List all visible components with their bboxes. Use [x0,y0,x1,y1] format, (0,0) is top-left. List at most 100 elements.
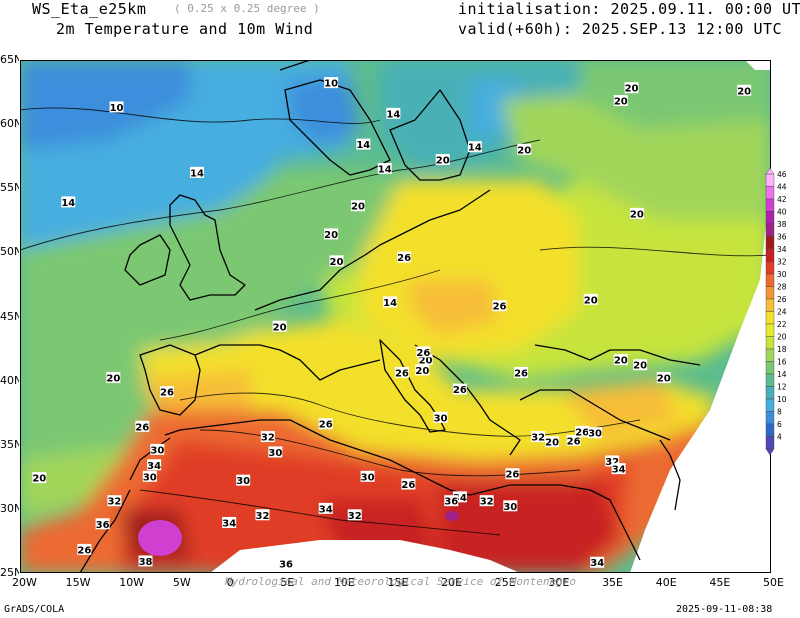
temperature-contour-label: 14 [467,141,482,154]
svg-text:32: 32 [107,497,121,508]
svg-text:32: 32 [605,457,619,468]
temperature-contour-label: 26 [77,543,92,556]
temperature-contour-label: 26 [159,386,174,399]
svg-text:20: 20 [657,374,671,385]
svg-text:34: 34 [590,558,604,569]
temperature-contour-label: 14 [383,296,398,309]
colorbar-level-label: 38 [777,220,787,229]
temperature-contour-label: 26 [575,425,590,438]
svg-text:14: 14 [383,298,397,309]
svg-text:20: 20 [419,356,433,367]
colorbar: 46 44 42 40 38 36 34 32 30 28 26 24 22 20 18 16 14 12 10 8 6… [765,168,787,456]
temperature-contour-label: 20 [350,200,365,213]
temperature-contour-label: 30 [588,427,603,440]
svg-text:20: 20 [630,209,644,220]
temperature-contour-label: 26 [514,366,529,379]
svg-text:20: 20 [737,86,751,97]
svg-text:34: 34 [222,518,236,529]
longitude-tick-label: 15E [387,576,409,589]
temperature-contour-label: 14 [386,107,401,120]
longitude-tick-label: 10E [333,576,355,589]
svg-text:20: 20 [273,322,287,333]
svg-text:26: 26 [401,480,415,491]
colorbar-level-label: 10 [777,395,787,404]
longitude-tick-label: 50E [763,576,784,589]
temperature-contour-label: 20 [613,95,628,108]
temperature-contour-label: 32 [605,455,620,468]
colorbar-swatch [765,411,775,425]
colorbar-level-label: 22 [777,320,787,329]
svg-text:34: 34 [147,461,161,472]
longitude-tick-label: 40E [655,576,677,589]
colorbar-level-label: 8 [777,408,782,417]
temperature-contour-label: 26 [401,478,416,491]
svg-text:30: 30 [434,413,448,424]
colorbar-swatch [765,323,775,337]
watermark-text: Hydrological and Meteorological Service … [225,575,576,588]
svg-text:36: 36 [444,497,458,508]
temperature-contour-label: 30 [360,470,375,483]
colorbar-level-label: 42 [777,195,787,204]
latitude-tick-label: 50N [0,245,19,259]
temperature-contour-label: 20 [737,84,752,97]
grid-resolution: ( 0.25 x 0.25 degree ) [174,2,320,15]
svg-text:32: 32 [480,497,494,508]
colorbar-swatch [765,211,775,225]
temperature-contour-label: 32 [255,509,270,522]
svg-text:26: 26 [397,253,411,264]
temperature-contour-label: 34 [611,463,626,476]
longitude-tick-label: 25E [494,576,516,589]
temperature-contour-label: 26 [416,346,431,359]
svg-text:14: 14 [61,198,75,209]
initialisation-time: initialisation: 2025.09.11. 00:00 UTC [458,0,800,18]
colorbar-level-label: 30 [777,270,787,279]
svg-text:30: 30 [268,448,282,459]
valid-time: valid(+60h): 2025.SEP.13 12:00 UTC [458,20,783,38]
variable-title: 2m Temperature and 10m Wind [56,20,314,38]
temperature-contour-label: 36 [279,558,294,571]
svg-text:20: 20 [351,202,365,213]
temperature-contour-label: 14 [190,166,205,179]
svg-text:26: 26 [567,436,581,447]
software-credit: GrADS/COLA [4,604,65,615]
colorbar-level-label: 44 [777,183,787,192]
temperature-contour-label: 32 [479,495,494,508]
colorbar-swatch [765,198,775,212]
temperature-contour-label: 30 [142,470,157,483]
temperature-contour-label: 20 [418,354,433,367]
colorbar-level-label: 36 [777,233,787,242]
svg-text:14: 14 [190,168,204,179]
longitude-tick-label: 20E [441,576,463,589]
colorbar-level-label: 12 [777,383,787,392]
temperature-contour-label: 20 [435,154,450,167]
svg-text:14: 14 [356,140,370,151]
temperature-contour-label: 36 [444,495,459,508]
svg-text:26: 26 [135,422,149,433]
latitude-tick-label: 35N [0,437,19,451]
temperature-contour-label: 34 [147,459,162,472]
svg-text:20: 20 [625,84,639,95]
longitude-tick-label: 5W [172,576,191,589]
generation-timestamp: 2025-09-11-08:38 [676,604,773,615]
temperature-contour-label: 26 [135,420,150,433]
svg-text:30: 30 [236,476,250,487]
longitude-tick-label: 15W [65,576,91,589]
temperature-contour-label: 36 [95,518,110,531]
svg-text:26: 26 [77,545,91,556]
svg-text:30: 30 [503,502,517,513]
colorbar-level-label: 6 [777,420,782,429]
temperature-contour-label: 32 [347,509,362,522]
colorbar-level-label: 16 [777,358,787,367]
svg-text:38: 38 [139,557,153,568]
svg-text:14: 14 [386,109,400,120]
colorbar-level-label: 34 [777,245,787,254]
temperature-contour-label: 26 [492,300,507,313]
temperature-contour-label: 34 [452,491,467,504]
colorbar-level-label: 32 [777,258,787,267]
temperature-labels: 1010141414141414142020202020202020202020… [32,77,752,571]
temperature-contour-label: 32 [107,495,122,508]
colorbar-level-label: 24 [777,308,787,317]
svg-text:14: 14 [468,143,482,154]
temperature-contour-label: 26 [452,383,467,396]
temperature-contour-label: 20 [613,354,628,367]
